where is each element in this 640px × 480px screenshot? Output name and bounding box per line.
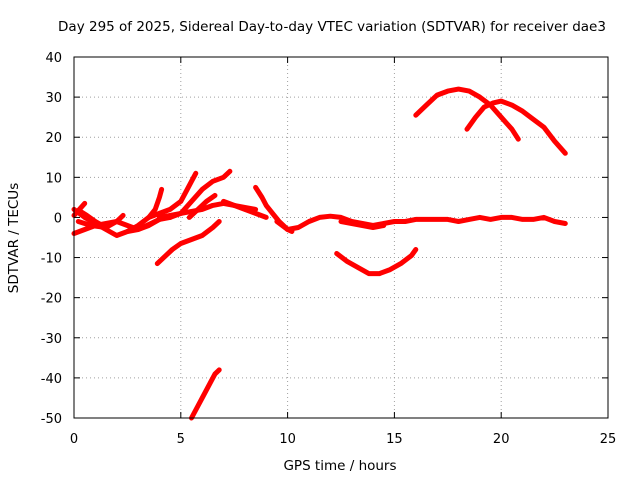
x-tick-label: 0 bbox=[70, 432, 78, 447]
series-arc-07 bbox=[154, 219, 222, 267]
grid-lines bbox=[74, 57, 608, 418]
chart-title: Day 295 of 2025, Sidereal Day-to-day VTE… bbox=[58, 19, 606, 35]
y-tick-label: -30 bbox=[41, 332, 62, 347]
series-arc-05 bbox=[77, 208, 109, 230]
y-tick-label: -50 bbox=[41, 412, 62, 427]
x-tick-label: 20 bbox=[493, 432, 510, 447]
axis-ticks: 0 5 10 15 20 25 -50 -40 -30 -20 -10 0 10 20 30 40 bbox=[41, 51, 617, 447]
series-arc-18 bbox=[413, 86, 521, 142]
y-tick-label: 40 bbox=[45, 51, 62, 66]
series-arc-15 bbox=[274, 213, 568, 232]
y-tick-label: 30 bbox=[45, 91, 62, 106]
y-tick-label: 10 bbox=[45, 171, 62, 186]
series-arc-12 bbox=[221, 198, 259, 212]
x-tick-label: 15 bbox=[386, 432, 403, 447]
series-arc-19 bbox=[464, 98, 568, 156]
x-tick-label: 25 bbox=[600, 432, 617, 447]
y-tick-label: 20 bbox=[45, 131, 62, 146]
series-arc-17 bbox=[334, 247, 419, 277]
series-arc-13 bbox=[189, 367, 222, 421]
x-tick-label: 10 bbox=[279, 432, 296, 447]
y-tick-label: -20 bbox=[41, 292, 62, 307]
series-arc-08 bbox=[146, 170, 199, 220]
x-axis-label: GPS time / hours bbox=[283, 458, 396, 474]
series-arc-16 bbox=[338, 219, 387, 230]
series-arc-11 bbox=[156, 200, 269, 220]
series-arc-14 bbox=[253, 184, 295, 234]
series-group bbox=[71, 86, 568, 421]
y-tick-label: -10 bbox=[41, 252, 62, 267]
plot-frame bbox=[73, 56, 609, 419]
y-tick-label: -40 bbox=[41, 372, 62, 387]
x-tick-label: 5 bbox=[177, 432, 185, 447]
y-tick-label: 0 bbox=[54, 211, 62, 226]
y-axis-label: SDTVAR / TECUs bbox=[6, 183, 22, 293]
